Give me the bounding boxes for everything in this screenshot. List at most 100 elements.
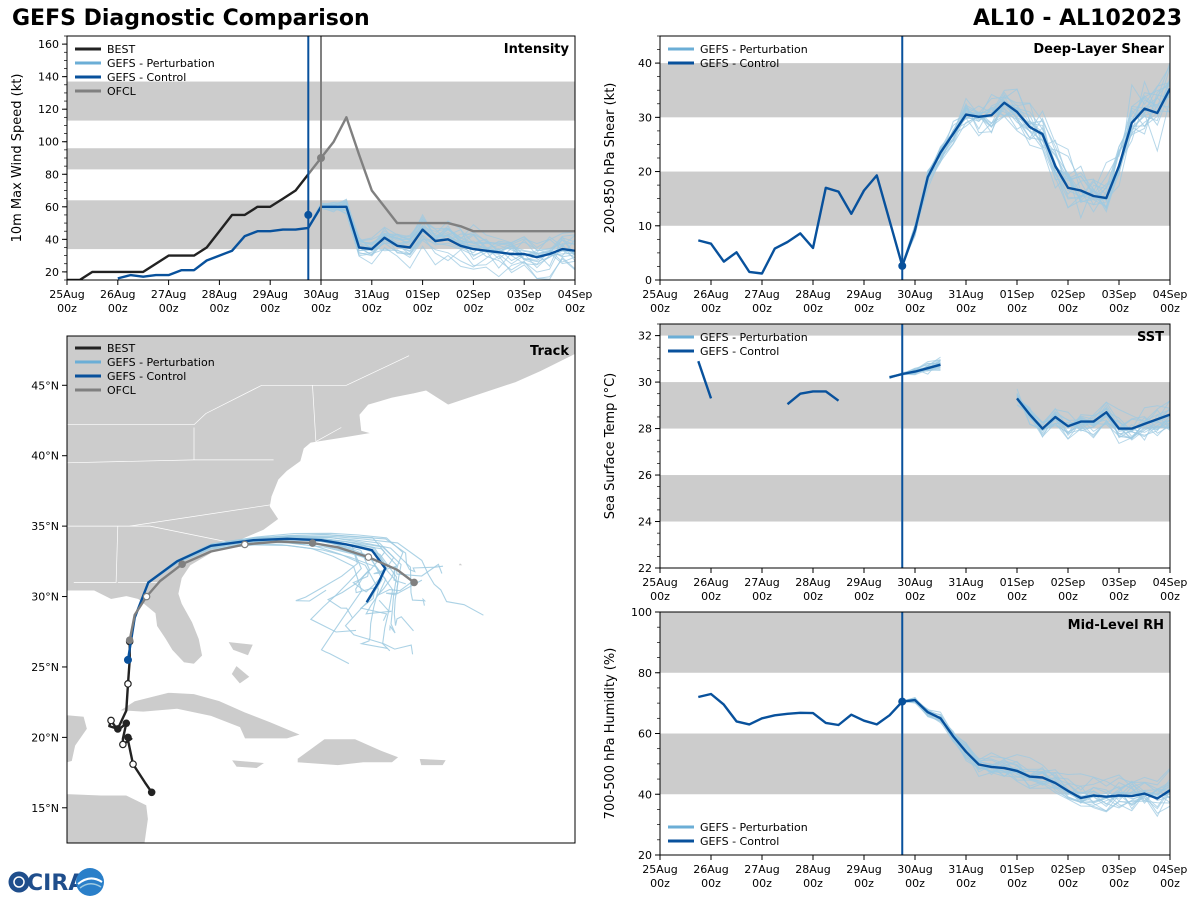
x-tick-hour: 00z xyxy=(803,302,823,315)
y-tick-label: 160 xyxy=(38,38,59,51)
x-tick-day: 27Aug xyxy=(744,863,779,876)
x-tick-day: 26Aug xyxy=(693,288,728,301)
land-hispaniola xyxy=(296,738,400,766)
x-tick-hour: 00z xyxy=(260,302,280,315)
x-tick-day: 03Sep xyxy=(1102,576,1137,589)
x-tick-hour: 00z xyxy=(1109,302,1129,315)
land-puerto-rico xyxy=(418,758,447,766)
legend-label-best: BEST xyxy=(107,342,135,355)
y-tick-label: 0 xyxy=(645,274,652,287)
y-tick-label: 40 xyxy=(638,57,652,70)
x-tick-hour: 00z xyxy=(905,302,925,315)
x-tick-day: 02Sep xyxy=(1051,863,1086,876)
y-tick-label: 100 xyxy=(631,606,652,619)
panel-shear: 01020304025Aug00z26Aug00z27Aug00z28Aug00… xyxy=(603,35,1187,315)
x-tick-hour: 00z xyxy=(1007,877,1027,890)
x-tick-hour: 00z xyxy=(1058,302,1078,315)
panel-title: Track xyxy=(530,344,569,359)
x-tick-day: 26Aug xyxy=(100,288,135,301)
x-tick-day: 26Aug xyxy=(693,863,728,876)
x-tick-day: 28Aug xyxy=(795,576,830,589)
x-tick-day: 04Sep xyxy=(1153,576,1188,589)
track-point-best xyxy=(122,719,131,728)
y-tick-label: 24 xyxy=(638,516,652,529)
axes-frame-sst xyxy=(659,323,1171,569)
state-border xyxy=(129,525,227,542)
x-tick-day: 31Aug xyxy=(948,863,983,876)
x-tick-hour: 00z xyxy=(650,302,670,315)
legend-label-control: GEFS - Control xyxy=(107,71,186,84)
x-tick-hour: 00z xyxy=(956,877,976,890)
perturbation-line xyxy=(307,207,575,280)
track-best xyxy=(108,639,153,793)
x-tick-hour: 00z xyxy=(1058,877,1078,890)
x-tick-hour: 00z xyxy=(413,302,433,315)
x-tick-day: 25Aug xyxy=(49,288,84,301)
lat-tick-label: 40°N xyxy=(31,450,59,463)
y-tick-label: 30 xyxy=(638,111,652,124)
x-tick-hour: 00z xyxy=(1109,877,1129,890)
land-north-america xyxy=(67,336,575,665)
x-tick-day: 27Aug xyxy=(744,288,779,301)
track-init-marker xyxy=(123,655,132,664)
y-tick-label: 28 xyxy=(638,423,652,436)
y-axis-label: 700-500 hPa Humidity (%) xyxy=(603,648,618,820)
axes-frame-track xyxy=(66,335,576,844)
x-tick-day: 01Sep xyxy=(1000,288,1035,301)
panel-title: Intensity xyxy=(504,42,570,57)
x-tick-day: 31Aug xyxy=(948,288,983,301)
x-tick-hour: 00z xyxy=(1058,590,1078,603)
x-tick-day: 03Sep xyxy=(1102,863,1137,876)
series-ofcl-intensity xyxy=(307,116,575,233)
track-point-best xyxy=(124,733,132,742)
track-point-ofcl xyxy=(308,539,317,547)
track-point-ofcl xyxy=(410,578,418,587)
plot-area-shear xyxy=(660,62,1170,275)
y-tick-label: 100 xyxy=(38,136,59,149)
x-tick-hour: 00z xyxy=(752,877,772,890)
x-tick-hour: 00z xyxy=(210,302,230,315)
plot-area-sst xyxy=(660,324,1170,522)
panel-title: Mid-Level RH xyxy=(1068,618,1164,633)
legend-label-control: GEFS - Control xyxy=(700,345,779,358)
y-axis-label: Sea Surface Temp (°C) xyxy=(603,373,618,520)
lat-tick-label: 20°N xyxy=(31,731,59,744)
y-tick-label: 20 xyxy=(45,266,59,279)
x-tick-day: 30Aug xyxy=(897,576,932,589)
map-area xyxy=(67,336,575,843)
x-tick-hour: 00z xyxy=(905,877,925,890)
legend-label-perturbation: GEFS - Perturbation xyxy=(107,57,215,70)
x-tick-hour: 00z xyxy=(650,877,670,890)
legend-label-best: BEST xyxy=(107,43,135,56)
land-central-america xyxy=(67,793,149,843)
track-point-best xyxy=(107,716,115,725)
globe-icon xyxy=(8,871,30,893)
y-axis-label: 200-850 hPa Shear (kt) xyxy=(603,83,618,234)
y-tick-label: 30 xyxy=(638,376,652,389)
series-control-intensity xyxy=(117,205,575,280)
lat-tick-label: 15°N xyxy=(31,802,59,815)
track-point-ofcl xyxy=(364,553,373,561)
x-tick-day: 30Aug xyxy=(897,288,932,301)
perturbation-line xyxy=(901,95,1170,268)
land-cuba xyxy=(118,691,302,740)
y-tick-label: 120 xyxy=(38,103,59,116)
x-tick-day: 31Aug xyxy=(354,288,389,301)
track-point-best xyxy=(124,680,132,688)
x-tick-hour: 00z xyxy=(650,590,670,603)
x-tick-day: 25Aug xyxy=(642,863,677,876)
series-control-rh xyxy=(698,692,1170,800)
legend-label-perturbation: GEFS - Perturbation xyxy=(700,331,808,344)
x-tick-hour: 00z xyxy=(565,302,585,315)
x-tick-hour: 00z xyxy=(1007,590,1027,603)
band-sst xyxy=(660,475,1170,522)
track-control xyxy=(126,537,387,661)
x-tick-day: 29Aug xyxy=(846,576,881,589)
x-tick-hour: 00z xyxy=(311,302,331,315)
y-tick-label: 80 xyxy=(638,667,652,680)
x-tick-hour: 00z xyxy=(701,302,721,315)
x-tick-hour: 00z xyxy=(803,877,823,890)
x-tick-day: 25Aug xyxy=(642,288,677,301)
track-point-best xyxy=(119,740,127,749)
